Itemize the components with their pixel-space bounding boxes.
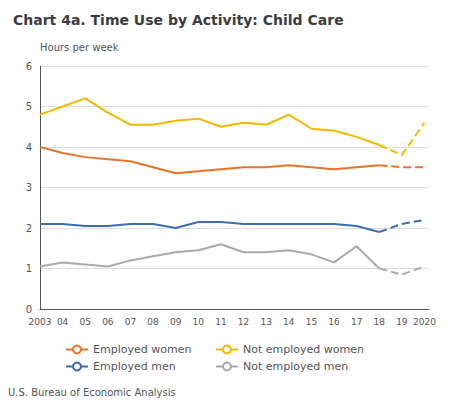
svg-text:17: 17: [351, 317, 362, 327]
svg-text:2003: 2003: [29, 317, 52, 327]
svg-text:U.S. Bureau of Economic Analys: U.S. Bureau of Economic Analysis: [8, 387, 176, 398]
svg-text:12: 12: [238, 317, 249, 327]
svg-text:13: 13: [260, 317, 271, 327]
svg-text:04: 04: [57, 317, 69, 327]
svg-text:05: 05: [80, 317, 91, 327]
svg-text:14: 14: [283, 317, 295, 327]
svg-text:Not employed men: Not employed men: [243, 360, 348, 373]
svg-text:09: 09: [170, 317, 182, 327]
svg-text:16: 16: [328, 317, 340, 327]
svg-text:1: 1: [26, 263, 32, 274]
svg-text:Hours per week: Hours per week: [40, 42, 119, 53]
svg-text:Not employed women: Not employed women: [243, 343, 364, 356]
svg-text:Chart 4a. Time Use by Activity: Chart 4a. Time Use by Activity: Child Ca…: [13, 12, 344, 28]
svg-text:11: 11: [215, 317, 226, 327]
svg-text:07: 07: [125, 317, 136, 327]
svg-text:Employed men: Employed men: [93, 360, 176, 373]
svg-text:08: 08: [147, 317, 159, 327]
svg-text:2: 2: [26, 223, 32, 234]
svg-text:2020: 2020: [413, 317, 436, 327]
svg-text:10: 10: [193, 317, 205, 327]
svg-text:06: 06: [102, 317, 114, 327]
svg-text:19: 19: [396, 317, 408, 327]
svg-text:Employed women: Employed women: [93, 343, 191, 356]
svg-text:5: 5: [26, 101, 32, 112]
svg-text:18: 18: [374, 317, 386, 327]
svg-text:15: 15: [306, 317, 317, 327]
svg-text:4: 4: [26, 142, 32, 153]
svg-text:6: 6: [26, 61, 32, 72]
svg-text:0: 0: [26, 304, 32, 315]
svg-text:3: 3: [26, 182, 32, 193]
